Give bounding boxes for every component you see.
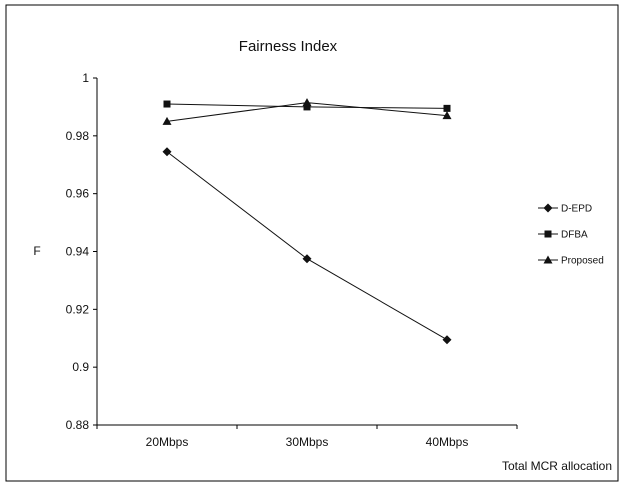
legend-label-dfba: DFBA: [561, 230, 588, 241]
data-point-dfba: [163, 100, 171, 108]
y-ticks: 0.88 0.9 0.92 0.94 0.96 0.98 1: [66, 71, 97, 432]
legend-marker-d-epd: [543, 203, 553, 213]
legend-marker-proposed: [543, 255, 553, 264]
data-point-proposed: [302, 98, 312, 107]
data-point-d-epd: [442, 335, 452, 345]
data-point-dfba: [443, 104, 451, 112]
x-axis-label: Total MCR allocation: [502, 459, 612, 473]
data-point-dfba: [303, 103, 311, 111]
data-point-d-epd: [302, 254, 312, 264]
x-tick-label: 40Mbps: [426, 435, 469, 449]
x-tick-label: 30Mbps: [286, 435, 329, 449]
y-tick-label: 0.98: [66, 129, 90, 143]
legend-label-d-epd: D-EPD: [561, 204, 592, 215]
chart-title: Fairness Index: [239, 38, 338, 55]
data-point-proposed: [442, 111, 452, 120]
y-tick-label: 0.92: [66, 302, 90, 316]
y-tick-label: 1: [82, 71, 89, 85]
x-ticks: 20Mbps 30Mbps 40Mbps: [96, 425, 518, 449]
chart-frame: [5, 4, 619, 482]
y-tick-label: 0.88: [66, 418, 90, 432]
x-tick-label: 20Mbps: [146, 435, 189, 449]
legend-label-proposed: Proposed: [561, 256, 604, 267]
series-group: [162, 98, 452, 345]
y-tick-label: 0.94: [66, 245, 90, 259]
y-tick-label: 0.96: [66, 187, 90, 201]
y-axis-label: F: [33, 244, 40, 258]
legend: D-EPD DFBA Proposed: [538, 203, 604, 267]
y-tick-label: 0.9: [72, 360, 89, 374]
data-point-d-epd: [162, 147, 172, 157]
data-point-proposed: [162, 116, 172, 125]
legend-marker-dfba: [544, 230, 552, 238]
